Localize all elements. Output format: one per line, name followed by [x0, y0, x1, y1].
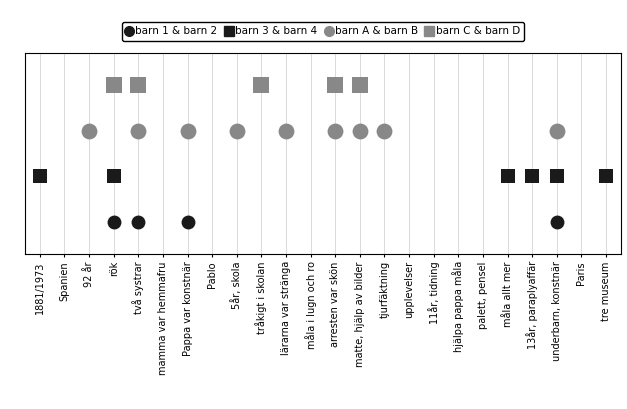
Point [108, 173, 119, 180]
Point [552, 218, 562, 225]
Point [256, 82, 266, 88]
Point [134, 82, 144, 88]
Point [108, 218, 119, 225]
Legend: barn 1 & barn 2, barn 3 & barn 4, barn A & barn B, barn C & barn D: barn 1 & barn 2, barn 3 & barn 4, barn A… [122, 22, 524, 40]
Point [330, 127, 340, 134]
Point [134, 218, 144, 225]
Point [182, 218, 192, 225]
Point [182, 127, 192, 134]
Point [527, 173, 537, 180]
Point [355, 82, 365, 88]
Point [281, 127, 291, 134]
Point [552, 173, 562, 180]
Point [552, 127, 562, 134]
Point [379, 127, 389, 134]
Point [134, 127, 144, 134]
Point [502, 173, 512, 180]
Point [330, 82, 340, 88]
Point [84, 127, 94, 134]
Point [35, 173, 45, 180]
Point [108, 82, 119, 88]
Point [232, 127, 242, 134]
Point [355, 127, 365, 134]
Point [601, 173, 611, 180]
